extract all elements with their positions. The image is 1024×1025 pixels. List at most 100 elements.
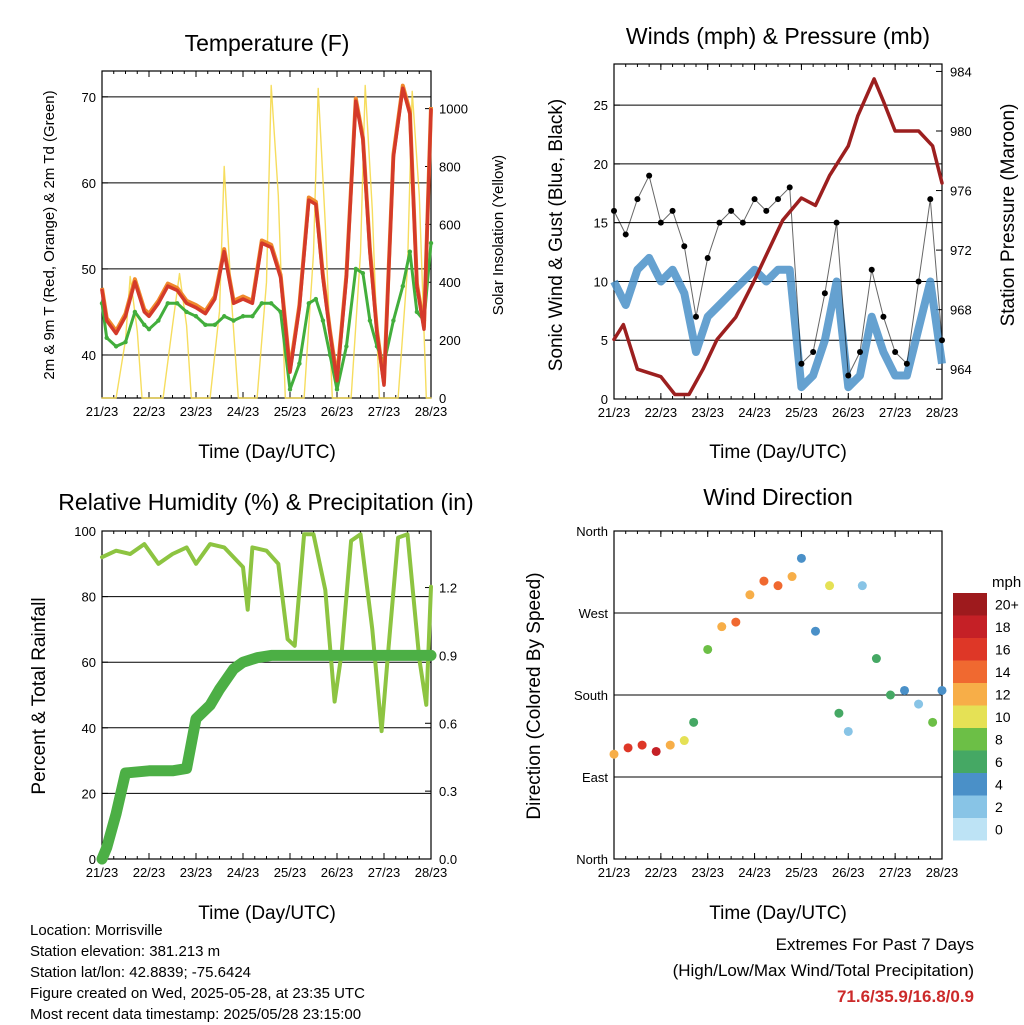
direction-title: Wind Direction xyxy=(703,484,853,510)
winds-y2-tick-label: 980 xyxy=(950,124,972,139)
extremes-box: Extremes For Past 7 Days (High/Low/Max W… xyxy=(673,932,974,1010)
direction-y-tick-label: North xyxy=(576,852,608,867)
temperature-y-tick-label: 60 xyxy=(82,176,96,191)
colorbar-swatch xyxy=(953,615,987,638)
point-gust xyxy=(939,337,945,344)
point-2m-td xyxy=(407,249,413,254)
point-2m-td xyxy=(165,301,170,306)
winds-x-tick-label: 24/23 xyxy=(738,405,771,420)
point-2m-td xyxy=(400,283,405,289)
point-gust xyxy=(657,219,664,226)
point-gust xyxy=(634,196,641,203)
point-gust xyxy=(739,219,746,226)
winds-y2-tick-label: 976 xyxy=(950,184,972,199)
humidity-y-tick-label: 0 xyxy=(89,852,96,867)
colorbar-label: 4 xyxy=(995,776,1003,792)
point-gust xyxy=(903,360,910,367)
colorbar-label: 14 xyxy=(995,664,1011,680)
series-relative-humidity xyxy=(100,532,433,734)
point-2m-td xyxy=(203,322,208,328)
colorbar-label: 8 xyxy=(995,731,1003,747)
info-location: Location: Morrisville xyxy=(30,922,163,939)
point-gust xyxy=(681,243,688,250)
info-created: Figure created on Wed, 2025-05-28, at 23… xyxy=(30,985,365,1002)
direction-y-tick-label: East xyxy=(582,770,608,785)
winds-x-tick-label: 25/23 xyxy=(785,405,818,420)
humidity-xlabel: Time (Day/UTC) xyxy=(198,903,336,924)
point-wind-direction xyxy=(937,685,947,695)
colorbar-swatch xyxy=(953,683,987,706)
winds-y-tick-label: 15 xyxy=(594,216,608,231)
temperature-y2-tick-label: 0 xyxy=(439,391,446,406)
humidity-ylabel-left: Percent & Total Rainfall xyxy=(29,597,50,794)
point-2m-td xyxy=(123,339,128,345)
direction-y-tick-label: West xyxy=(579,606,609,621)
colorbar-label: 20+ xyxy=(995,596,1019,612)
point-2m-td xyxy=(391,318,396,323)
direction-panel: Wind Direction Direction (Colored By Spe… xyxy=(524,484,1021,924)
point-gust xyxy=(868,266,875,273)
point-2m-td xyxy=(287,387,293,392)
winds-x-tick-label: 21/23 xyxy=(598,405,631,420)
point-wind-direction xyxy=(773,581,783,591)
point-gust xyxy=(927,196,934,203)
point-2m-td xyxy=(353,266,358,272)
point-2m-td xyxy=(104,335,109,340)
extremes-subheading: (High/Low/Max Wind/Total Precipitation) xyxy=(672,961,974,980)
direction-x-tick-label: 21/23 xyxy=(598,865,631,880)
point-gust xyxy=(821,290,828,297)
colorbar-swatch xyxy=(953,795,987,818)
winds-y-tick-label: 25 xyxy=(594,98,608,113)
point-wind-direction xyxy=(857,581,867,591)
winds-ylabel-right: Station Pressure (Maroon) xyxy=(998,104,1019,327)
series-solar-insolation xyxy=(101,84,432,399)
temperature-y-tick-label: 50 xyxy=(82,262,96,277)
humidity-y2-tick-label: 0.3 xyxy=(439,784,457,799)
temperature-y2-tick-label: 1000 xyxy=(439,102,468,117)
direction-x-tick-label: 26/23 xyxy=(832,865,865,880)
point-gust xyxy=(786,184,793,191)
point-gust xyxy=(622,231,629,238)
point-wind-direction xyxy=(900,685,910,695)
humidity-frame xyxy=(101,530,432,860)
point-wind-direction xyxy=(871,654,881,664)
colorbar-label: 10 xyxy=(995,709,1011,725)
winds-x-tick-label: 22/23 xyxy=(645,405,678,420)
humidity-x-tick-label: 21/23 xyxy=(86,865,119,880)
point-gust xyxy=(798,360,805,367)
colorbar-title: mph xyxy=(992,574,1021,591)
series-total-precipitation xyxy=(96,649,437,865)
humidity-x-tick-label: 23/23 xyxy=(180,865,213,880)
humidity-x-tick-label: 27/23 xyxy=(368,865,401,880)
humidity-y2-tick-label: 0.6 xyxy=(439,716,457,731)
direction-x-tick-label: 28/23 xyxy=(926,865,959,880)
series-station-pressure xyxy=(612,77,944,397)
point-wind-direction xyxy=(928,717,938,727)
point-2m-td xyxy=(320,318,326,323)
point-wind-direction xyxy=(703,644,713,654)
point-2m-td xyxy=(297,361,302,366)
temperature-x-tick-label: 25/23 xyxy=(274,404,307,419)
point-gust xyxy=(833,219,840,226)
point-2m-td xyxy=(278,309,283,315)
point-wind-direction xyxy=(759,576,769,586)
point-wind-direction xyxy=(731,617,741,627)
point-wind-direction xyxy=(796,553,806,563)
point-wind-direction xyxy=(665,740,675,750)
point-2m-td xyxy=(344,344,349,349)
point-2m-td xyxy=(175,301,180,306)
point-2m-td xyxy=(132,309,138,315)
point-2m-td xyxy=(367,318,373,323)
humidity-x-tick-label: 24/23 xyxy=(227,865,260,880)
point-gust xyxy=(716,219,723,226)
info-recent: Most recent data timestamp: 2025/05/28 2… xyxy=(30,1006,362,1023)
point-wind-direction xyxy=(810,626,820,636)
temperature-xlabel: Time (Day/UTC) xyxy=(198,442,336,463)
colorbar-label: 2 xyxy=(995,799,1003,815)
point-2m-td xyxy=(428,240,434,246)
humidity-y-tick-label: 20 xyxy=(82,786,96,801)
winds-ylabel-left: Sonic Wind & Gust (Blue, Black) xyxy=(546,99,567,371)
point-gust xyxy=(751,196,758,203)
point-2m-td xyxy=(184,309,189,315)
direction-x-tick-label: 27/23 xyxy=(879,865,912,880)
